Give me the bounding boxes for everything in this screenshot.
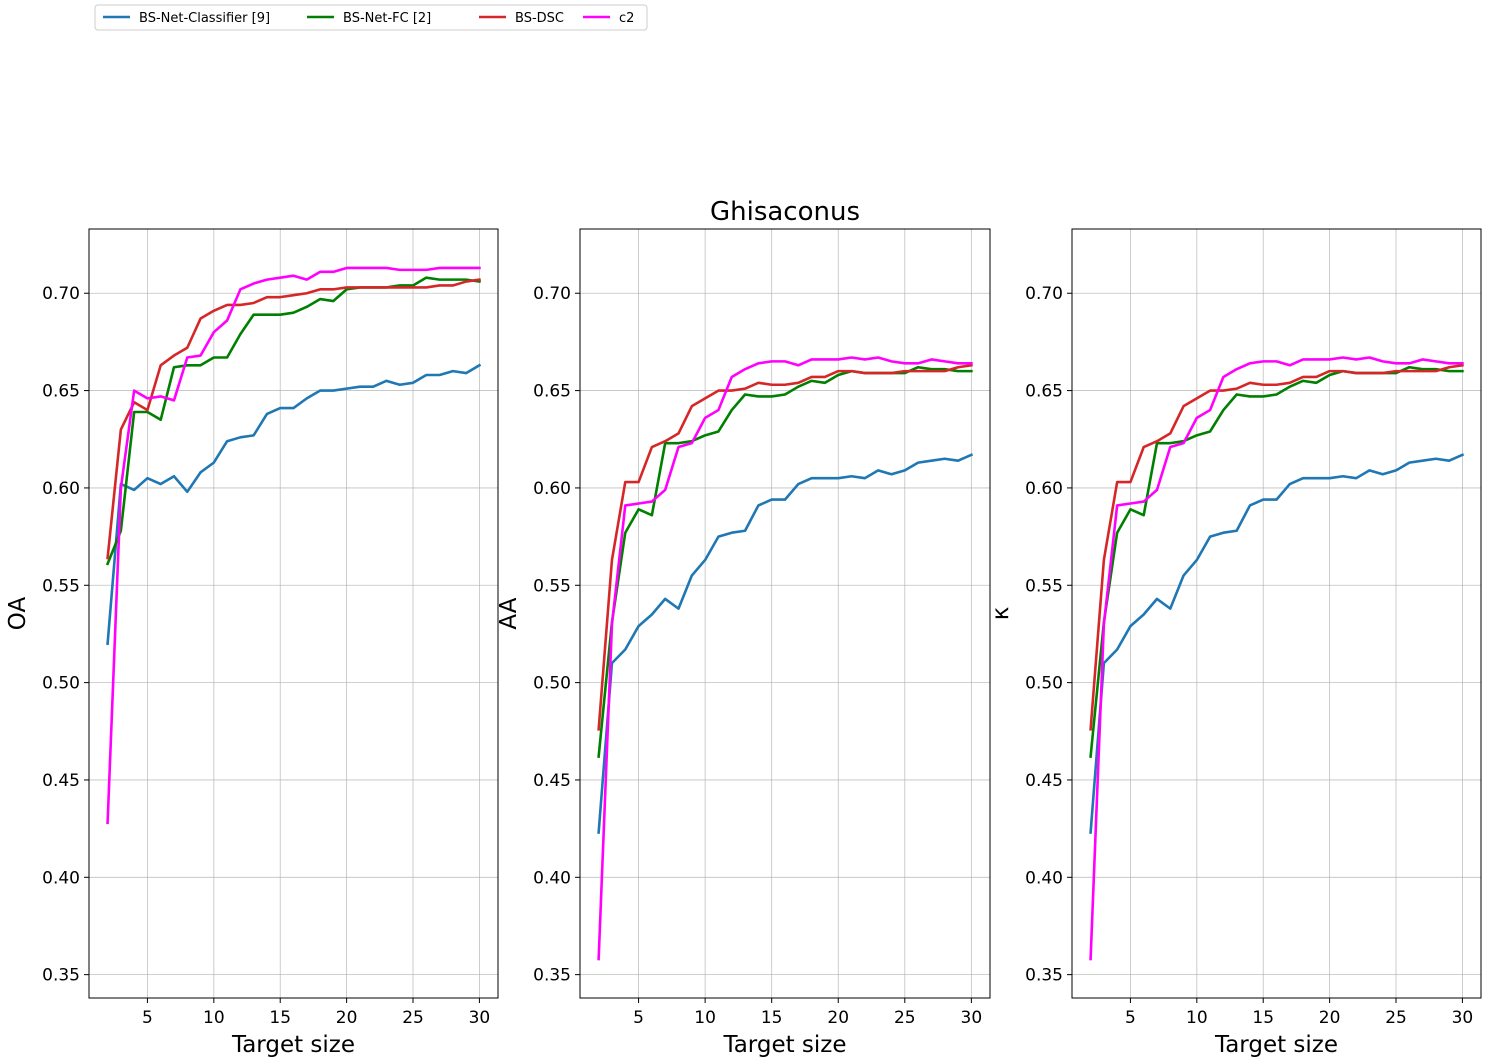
- y-tick-label: 0.65: [533, 382, 571, 402]
- y-axis-label: OA: [5, 597, 31, 631]
- y-tick-label: 0.40: [42, 868, 80, 888]
- x-tick-label: 20: [827, 1008, 849, 1028]
- y-tick-label: 0.40: [1025, 868, 1063, 888]
- x-tick-label: 25: [1385, 1008, 1407, 1028]
- x-tick-label: 25: [402, 1008, 424, 1028]
- panel-oa: 5 10 15 20 25 30 0.35 0.40 0.45 0.50 0.55 0.60 0.65 0…: [5, 228, 499, 1058]
- y-tick-label: 0.45: [1025, 771, 1063, 791]
- x-tick-label: 30: [1452, 1008, 1474, 1028]
- y-axis-label: κ: [988, 607, 1014, 621]
- axes-frame: [88, 228, 499, 999]
- x-tick-label: 25: [894, 1008, 916, 1028]
- series-line-c2: [106, 266, 481, 825]
- legend-entry-label: BS-Net-Classifier [9]: [139, 11, 270, 26]
- x-tick-label: 5: [633, 1008, 644, 1028]
- x-tick-label: 15: [761, 1008, 783, 1028]
- series-line-bs-dsc: [106, 278, 481, 560]
- y-tick-label: 0.40: [533, 868, 571, 888]
- y-tick-label: 0.70: [42, 284, 80, 304]
- y-tick-label: 0.35: [42, 966, 80, 986]
- legend-entry-label: c2: [619, 11, 634, 26]
- y-tick-label: 0.55: [1025, 576, 1063, 596]
- series-line-c2: [1089, 356, 1464, 961]
- x-axis-label: Target size: [722, 1032, 846, 1058]
- legend-entry-label: BS-Net-FC [2]: [343, 11, 431, 26]
- series-line-bs-net-fc-2: [1089, 365, 1464, 759]
- y-tick-label: 0.60: [533, 479, 571, 499]
- y-tick-label: 0.70: [1025, 284, 1063, 304]
- series-line-bs-net-classifier-9: [597, 453, 974, 834]
- x-tick-label: 5: [1125, 1008, 1136, 1028]
- x-tick-label: 5: [142, 1008, 153, 1028]
- series-line-bs-net-fc-2: [597, 365, 973, 759]
- legend: BS-Net-Classifier [9] BS-Net-FC [2] BS-DSC…: [94, 4, 648, 31]
- x-tick-label: 10: [203, 1008, 225, 1028]
- chart-title: Ghisaconus: [710, 197, 860, 227]
- series-line-bs-dsc: [1089, 363, 1464, 731]
- series-line-bs-dsc: [597, 363, 973, 731]
- series-line-bs-net-classifier-9: [106, 363, 482, 646]
- series-line-bs-net-fc-2: [105, 276, 481, 566]
- x-tick-label: 30: [961, 1008, 983, 1028]
- x-tick-label: 20: [1319, 1008, 1341, 1028]
- panel-aa: 5 10 15 20 25 30 0.35 0.40 0.45 0.50 0.55 0.60 0.65 0…: [496, 197, 991, 1058]
- x-axis-label: Target size: [231, 1032, 355, 1058]
- x-tick-label: 10: [694, 1008, 716, 1028]
- y-tick-label: 0.55: [533, 576, 571, 596]
- series-line-c2: [597, 356, 973, 961]
- y-tick-label: 0.60: [42, 479, 80, 499]
- x-tick-label: 20: [336, 1008, 358, 1028]
- y-axis-label: AA: [496, 597, 522, 629]
- y-tick-label: 0.70: [533, 284, 571, 304]
- y-tick-label: 0.35: [1025, 966, 1063, 986]
- legend-entry-label: BS-DSC: [515, 11, 564, 26]
- y-tick-label: 0.45: [533, 771, 571, 791]
- x-axis-label: Target size: [1214, 1032, 1338, 1058]
- axes-frame: [579, 228, 991, 999]
- y-tick-label: 0.60: [1025, 479, 1063, 499]
- y-tick-label: 0.55: [42, 576, 80, 596]
- panel-kappa: 5 10 15 20 25 30 0.35 0.40 0.45 0.50 0.55 0.60 0.65 0…: [988, 228, 1482, 1058]
- x-tick-label: 10: [1186, 1008, 1208, 1028]
- y-tick-label: 0.50: [42, 674, 80, 694]
- legend-box: [94, 4, 648, 31]
- y-tick-label: 0.50: [1025, 674, 1063, 694]
- y-tick-label: 0.65: [1025, 382, 1063, 402]
- y-tick-label: 0.45: [42, 771, 80, 791]
- y-tick-label: 0.65: [42, 382, 80, 402]
- x-tick-label: 15: [1252, 1008, 1274, 1028]
- series-line-bs-net-classifier-9: [1089, 453, 1465, 834]
- y-tick-label: 0.50: [533, 674, 571, 694]
- x-tick-label: 30: [469, 1008, 491, 1028]
- x-tick-label: 15: [269, 1008, 291, 1028]
- axes-frame: [1071, 228, 1482, 999]
- y-tick-label: 0.35: [533, 966, 571, 986]
